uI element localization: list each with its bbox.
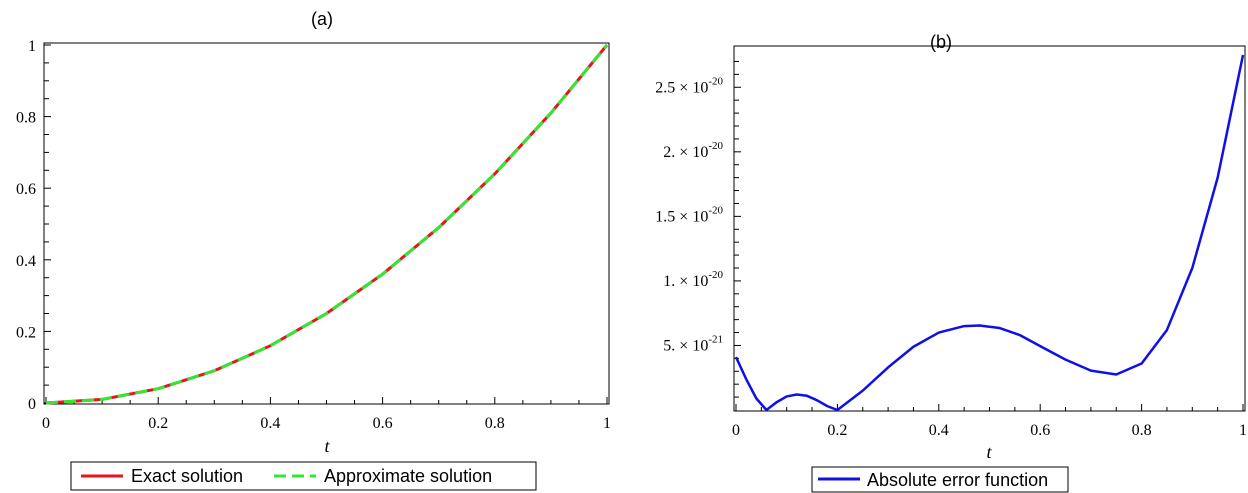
y-tick-label: 0.2: [16, 324, 36, 341]
y-tick-label: 1. × 10-20: [663, 269, 723, 290]
panel-b-title: (b): [930, 32, 952, 52]
x-tick-label: 0.6: [1030, 422, 1050, 439]
panel-b: (b) 0 0.2 0.4 0.6 0.8 1 5. × 10-21 1. × 10-20 1…: [655, 32, 1247, 492]
y-tick-label: 1.5 × 10-20: [655, 204, 723, 225]
panel-b-legend: Absolute error function: [812, 467, 1068, 492]
x-tick-label: 0: [732, 422, 740, 439]
panel-b-x-axis-label: t: [986, 442, 992, 462]
y-tick-label: 2.5 × 10-20: [655, 75, 723, 96]
legend-label-exact-solution: Exact solution: [131, 466, 243, 486]
y-tick-label: 0: [28, 396, 36, 413]
panel-b-series: [736, 55, 1243, 410]
y-tick-label: 0.4: [16, 253, 36, 270]
x-tick-label: 0.4: [260, 415, 280, 432]
panel-a-x-axis-label: t: [324, 436, 330, 456]
y-tick-label: 2. × 10-20: [663, 140, 723, 161]
y-tick-label: 0.6: [16, 181, 36, 198]
panel-a-series: [46, 45, 607, 403]
y-tick-label: 5. × 10-21: [663, 333, 723, 354]
y-tick-label: 0.8: [16, 110, 36, 127]
panel-a-legend: Exact solution Approximate solution: [71, 462, 536, 490]
panel-a-title: (a): [311, 9, 333, 29]
series-line-exact-solution: [46, 45, 607, 403]
panel-b-y-ticks: 5. × 10-21 1. × 10-20 1.5 × 10-20 2. × 10-2…: [655, 61, 741, 397]
x-tick-label: 0: [42, 415, 50, 432]
y-tick-label: 1: [28, 38, 36, 55]
x-tick-label: 0.2: [148, 415, 168, 432]
legend-label-approximate-solution: Approximate solution: [324, 466, 492, 486]
panel-a-y-ticks: 0 0.2 0.4 0.6 0.8 1: [16, 38, 51, 413]
panel-a: (a) 0 0.2 0.4 0.6 0.8 1 0 0.2 0.4 0.6 0.8 1 t Exac…: [16, 9, 611, 490]
panel-a-plot-frame: [44, 43, 609, 404]
panel-a-x-ticks: 0 0.2 0.4 0.6 0.8 1: [42, 397, 611, 432]
panel-b-plot-frame: [734, 46, 1245, 411]
x-tick-label: 1: [603, 415, 611, 432]
series-line-absolute-error-function: [736, 55, 1243, 410]
legend-label-absolute-error-function: Absolute error function: [867, 470, 1048, 490]
x-tick-label: 0.4: [929, 422, 949, 439]
series-line-approximate-solution: [46, 45, 607, 403]
x-tick-label: 0.2: [827, 422, 847, 439]
x-tick-label: 0.8: [485, 415, 505, 432]
panel-b-x-ticks: 0 0.2 0.4 0.6 0.8 1: [732, 404, 1247, 439]
x-tick-label: 0.6: [373, 415, 393, 432]
x-tick-label: 0.8: [1132, 422, 1152, 439]
x-tick-label: 1: [1239, 422, 1247, 439]
